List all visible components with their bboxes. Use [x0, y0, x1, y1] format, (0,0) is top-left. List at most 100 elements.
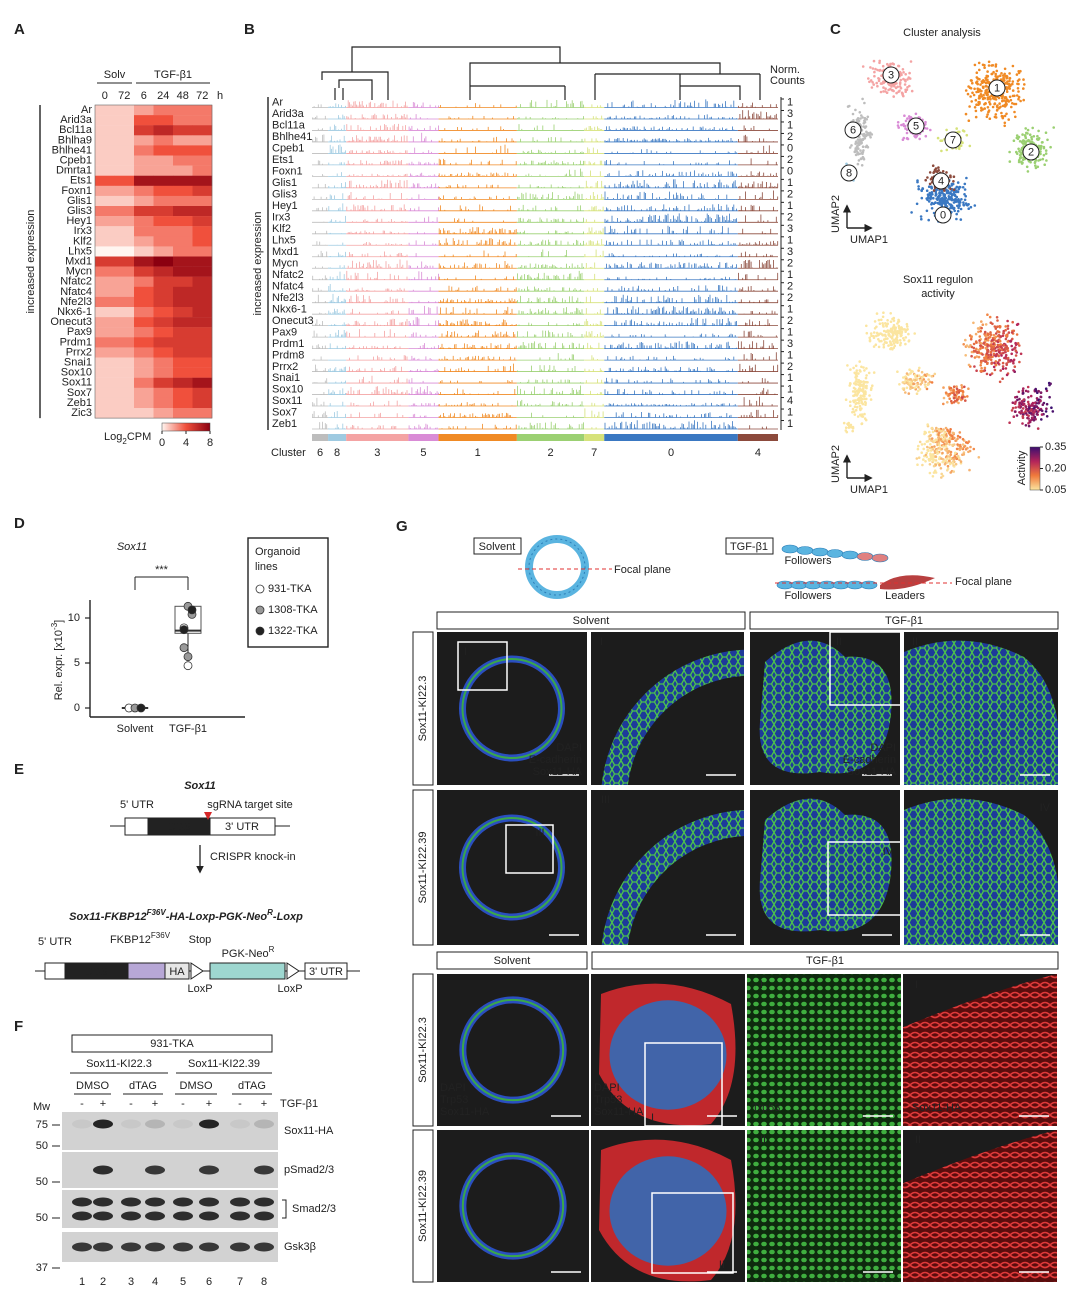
umap-point [990, 361, 994, 365]
umap-point [1015, 414, 1019, 417]
umap-point [1026, 390, 1030, 393]
umap-point [909, 387, 912, 391]
expression-trace [312, 230, 329, 235]
tick-label: 1 [787, 384, 793, 396]
umap-point [861, 387, 865, 391]
umap-point [1031, 404, 1035, 408]
expression-trace [312, 344, 329, 350]
expression-trace [328, 124, 347, 131]
expression-trace [516, 286, 585, 292]
umap-point [891, 89, 895, 92]
tick-label: 0 [787, 166, 793, 178]
heatmap-cell [134, 317, 154, 328]
blot-label: pSmad2/3 [284, 1164, 334, 1176]
umap-point [1001, 365, 1005, 368]
umap-point [938, 444, 941, 447]
umap-point [906, 325, 909, 328]
expression-trace [584, 402, 605, 407]
marker-label: 50 [36, 1140, 48, 1152]
channel-label: DAPI [556, 742, 582, 754]
expression-trace [604, 225, 738, 235]
umap-point [848, 384, 851, 387]
umap-point [922, 458, 925, 461]
umap-point [1044, 149, 1048, 152]
cluster-bar [328, 434, 347, 441]
band [121, 1211, 141, 1221]
umap-point [871, 384, 874, 388]
inset-label: II [719, 1259, 725, 1271]
umap-point [1014, 343, 1018, 347]
umap-point [864, 376, 868, 380]
umap-point [1006, 327, 1010, 330]
expression-trace [408, 368, 439, 372]
umap-point [895, 91, 898, 95]
expression-trace [408, 125, 439, 131]
umap-point [1017, 90, 1020, 93]
umap-point [859, 149, 862, 152]
umap-point [1013, 410, 1017, 413]
umap-point [949, 457, 952, 460]
label: 3' UTR [309, 966, 343, 978]
header-box [436, 611, 746, 630]
umap-point [963, 198, 967, 202]
umap-point [976, 351, 979, 355]
umap-point [961, 186, 965, 189]
band [72, 1211, 92, 1221]
channel-label: Sox11-HA [440, 1106, 490, 1118]
heatmap-cell [95, 307, 115, 318]
blot-label: Sox11-HA [284, 1125, 334, 1137]
column-label: 6 [141, 90, 147, 102]
expression-trace [737, 330, 778, 338]
umap-point [862, 125, 865, 128]
umap-point [871, 67, 875, 70]
label: dTAG [238, 1080, 266, 1092]
umap-point [938, 431, 941, 435]
umap-point [881, 315, 885, 319]
micrograph [904, 790, 1058, 945]
tick-label: 3 [787, 108, 793, 120]
umap-point [952, 201, 956, 204]
legend-marker [255, 626, 265, 636]
expression-trace [346, 308, 409, 315]
umap-point [908, 368, 911, 372]
umap-point [902, 124, 906, 127]
heatmap-cell [114, 367, 135, 378]
heatmap-cell [173, 226, 193, 237]
sign: + [100, 1098, 106, 1110]
umap-point [877, 77, 880, 80]
umap-point [1010, 331, 1014, 334]
umap-point [964, 338, 967, 342]
expression-trace [438, 402, 517, 407]
construct-title-part: Sox11-FKBP12 [69, 911, 146, 923]
umap-point [869, 332, 873, 335]
plot-title: Cluster analysis [903, 27, 981, 39]
umap-point [968, 144, 972, 148]
band [72, 1197, 92, 1207]
umap-point [1022, 402, 1026, 406]
heatmap-cell [173, 397, 193, 409]
heatmap-cell [153, 206, 174, 217]
umap-point [1006, 356, 1010, 360]
umap-point [958, 147, 961, 151]
umap-point [979, 83, 982, 86]
expression-trace [408, 172, 439, 177]
umap-point [943, 193, 947, 197]
gene-label: Prdm1 [272, 338, 304, 350]
cluster-bar [312, 434, 329, 441]
heatmap-cell [114, 145, 135, 156]
umap-point [928, 437, 931, 441]
expression-trace [516, 184, 585, 189]
gene-label: Glis1 [67, 195, 92, 207]
umap-point [929, 128, 932, 132]
umap-point [990, 72, 994, 76]
umap-point [921, 376, 924, 379]
umap-point [917, 369, 920, 372]
gene-label: Mxd1 [65, 255, 92, 267]
umap-point [930, 437, 934, 440]
umap-point [972, 93, 976, 97]
umap-point [899, 78, 903, 82]
umap-point [955, 391, 959, 394]
inset-label: II [760, 1134, 766, 1146]
gene-label: Mxd1 [272, 246, 299, 258]
heatmap-cell [114, 125, 135, 136]
